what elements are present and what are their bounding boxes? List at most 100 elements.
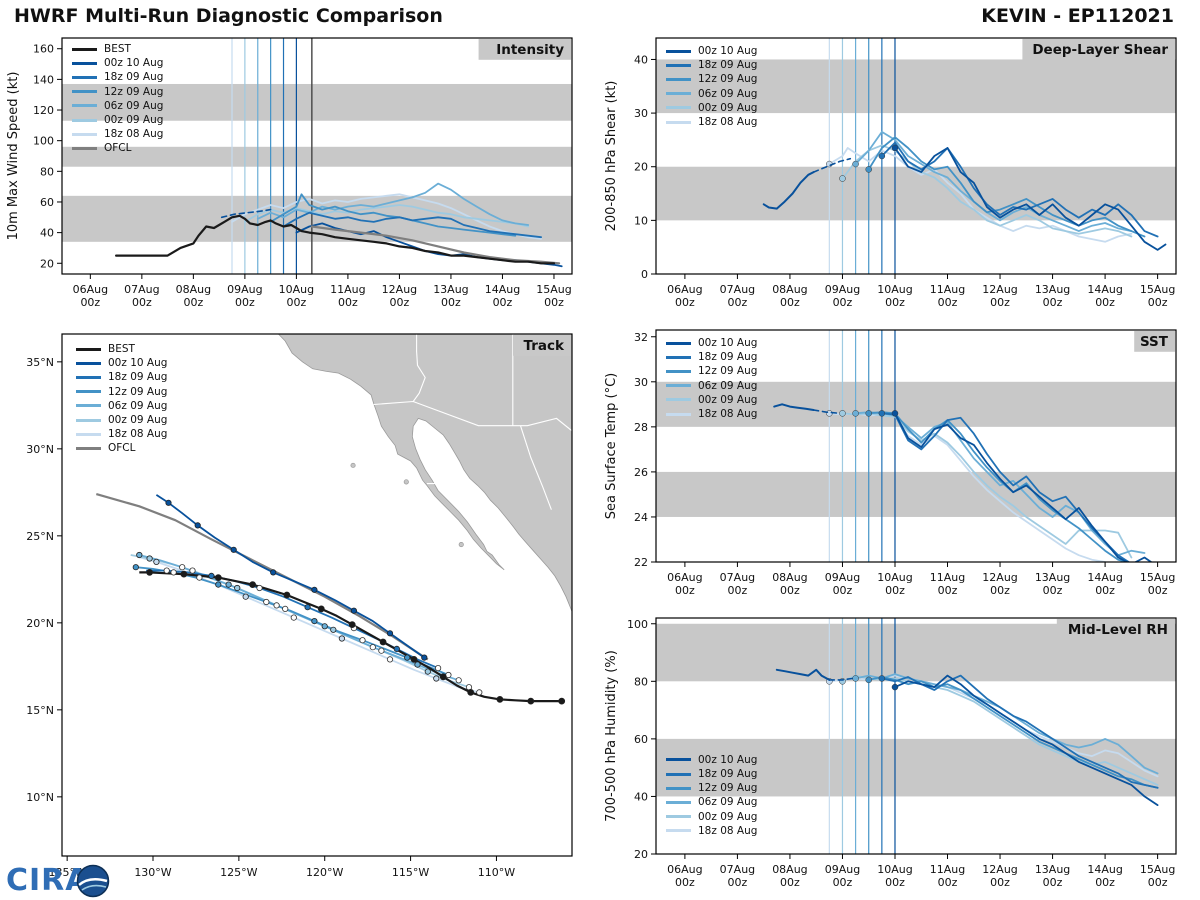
svg-text:00z: 00z bbox=[338, 296, 358, 309]
svg-text:11Aug: 11Aug bbox=[930, 571, 965, 584]
track-marker bbox=[455, 677, 462, 684]
svg-text:10Aug: 10Aug bbox=[877, 571, 912, 584]
track-marker bbox=[283, 591, 291, 599]
svg-text:10Aug: 10Aug bbox=[877, 863, 912, 876]
shear-series-analysis-dashed bbox=[812, 157, 852, 173]
legend-label: BEST bbox=[108, 343, 135, 355]
track-marker bbox=[249, 581, 257, 589]
legend-swatch bbox=[72, 104, 97, 108]
svg-text:25°N: 25°N bbox=[26, 530, 54, 543]
svg-text:00z: 00z bbox=[990, 876, 1010, 889]
svg-text:00z: 00z bbox=[80, 296, 100, 309]
track-marker bbox=[196, 574, 203, 581]
rh-ylabel: 700-500 hPa Humidity (%) bbox=[604, 650, 619, 822]
svg-text:00z: 00z bbox=[885, 584, 905, 597]
legend-label: 00z 09 Aug bbox=[108, 413, 168, 426]
svg-text:00z: 00z bbox=[675, 876, 695, 889]
sst-series-analysis bbox=[773, 403, 815, 411]
legend-label: OFCL bbox=[108, 442, 136, 455]
series-start-dot bbox=[878, 152, 886, 160]
track-marker bbox=[386, 656, 394, 663]
legend-label: 00z 10 Aug bbox=[698, 753, 758, 766]
legend-swatch bbox=[666, 815, 691, 819]
sst-series-00z-10-aug bbox=[894, 412, 1153, 562]
storm-id: KEVIN - EP112021 bbox=[981, 5, 1174, 27]
svg-text:00z: 00z bbox=[1148, 876, 1168, 889]
legend-swatch bbox=[72, 146, 97, 150]
legend-label: 18z 08 Aug bbox=[698, 824, 758, 837]
svg-text:35°N: 35°N bbox=[26, 356, 54, 369]
rh-plot-area bbox=[656, 618, 1176, 854]
svg-text:10Aug: 10Aug bbox=[279, 283, 314, 296]
legend-swatch bbox=[76, 361, 101, 365]
svg-text:00z: 00z bbox=[441, 296, 461, 309]
legend-item: 18z 09 Aug bbox=[666, 350, 757, 364]
legend-swatch bbox=[666, 49, 691, 53]
svg-text:00z: 00z bbox=[728, 876, 748, 889]
track-marker bbox=[270, 569, 277, 576]
track-marker bbox=[434, 664, 442, 672]
track-marker bbox=[393, 645, 400, 652]
legend-item: 18z 08 Aug bbox=[76, 427, 167, 441]
svg-text:00z: 00z bbox=[780, 296, 800, 309]
svg-text:00z: 00z bbox=[132, 296, 152, 309]
svg-text:00z: 00z bbox=[493, 296, 513, 309]
legend-swatch bbox=[72, 90, 97, 94]
svg-text:22: 22 bbox=[634, 556, 648, 569]
series-start-dot bbox=[865, 166, 872, 173]
sst-y-axis: 22 24 26 28 30 32 bbox=[634, 331, 656, 569]
intensity-ylabel: 10m Max Wind Speed (kt) bbox=[6, 72, 21, 241]
shear-x-axis: 06Aug00z07Aug00z08Aug00z09Aug00z10Aug00z… bbox=[667, 274, 1175, 309]
legend-item: 00z 10 Aug bbox=[72, 56, 163, 70]
track-marker bbox=[321, 623, 328, 630]
shear-series-00z-09-aug bbox=[841, 144, 1133, 238]
island bbox=[458, 541, 464, 548]
shear-title: Deep-Layer Shear bbox=[1032, 42, 1168, 58]
track-marker bbox=[359, 637, 366, 644]
svg-text:12Aug: 12Aug bbox=[982, 863, 1017, 876]
legend-label: 00z 10 Aug bbox=[104, 57, 164, 70]
legend-swatch bbox=[666, 772, 691, 776]
track-marker bbox=[527, 697, 535, 705]
sst-title: SST bbox=[1140, 334, 1169, 350]
legend-swatch bbox=[666, 106, 691, 110]
svg-text:80: 80 bbox=[40, 165, 54, 178]
svg-text:00z: 00z bbox=[675, 584, 695, 597]
track-marker bbox=[317, 605, 325, 613]
legend-item: 00z 09 Aug bbox=[72, 113, 163, 127]
svg-text:00z: 00z bbox=[1095, 876, 1115, 889]
svg-text:13Aug: 13Aug bbox=[1035, 863, 1070, 876]
legend-item: 18z 08 Aug bbox=[666, 824, 757, 838]
svg-text:08Aug: 08Aug bbox=[176, 283, 211, 296]
track-marker bbox=[410, 655, 418, 663]
legend-item: BEST bbox=[72, 42, 163, 56]
track-marker bbox=[369, 644, 376, 651]
svg-text:00z: 00z bbox=[780, 584, 800, 597]
legend-swatch bbox=[666, 412, 691, 416]
legend-item: 18z 09 Aug bbox=[666, 58, 757, 72]
track-marker bbox=[467, 688, 475, 696]
intensity-plot-area bbox=[62, 38, 572, 274]
svg-text:125°W: 125°W bbox=[220, 866, 257, 879]
intensity-y-axis: 20 40 60 80 100 120 140 160 bbox=[33, 43, 62, 270]
svg-text:15Aug: 15Aug bbox=[1140, 283, 1175, 296]
track-marker bbox=[424, 668, 431, 675]
track-marker bbox=[214, 574, 222, 582]
shaded-band bbox=[656, 471, 1176, 517]
intensity-series-12z-09-aug bbox=[269, 193, 517, 237]
intensity-series-analysis bbox=[220, 208, 272, 219]
shaded-band bbox=[656, 381, 1176, 427]
intensity-series-18z-09-aug bbox=[282, 211, 542, 239]
legend-swatch bbox=[666, 398, 691, 402]
track-marker bbox=[194, 522, 201, 529]
svg-text:00z: 00z bbox=[780, 876, 800, 889]
track-marker bbox=[348, 621, 356, 629]
series-start-dot bbox=[891, 144, 899, 152]
svg-text:60: 60 bbox=[40, 196, 54, 209]
legend-swatch bbox=[666, 120, 691, 124]
svg-text:08Aug: 08Aug bbox=[772, 571, 807, 584]
legend-item: 00z 10 Aug bbox=[666, 753, 757, 767]
svg-text:12Aug: 12Aug bbox=[982, 571, 1017, 584]
intensity-series-18z-08-aug bbox=[231, 193, 542, 240]
track-marker bbox=[242, 593, 249, 600]
